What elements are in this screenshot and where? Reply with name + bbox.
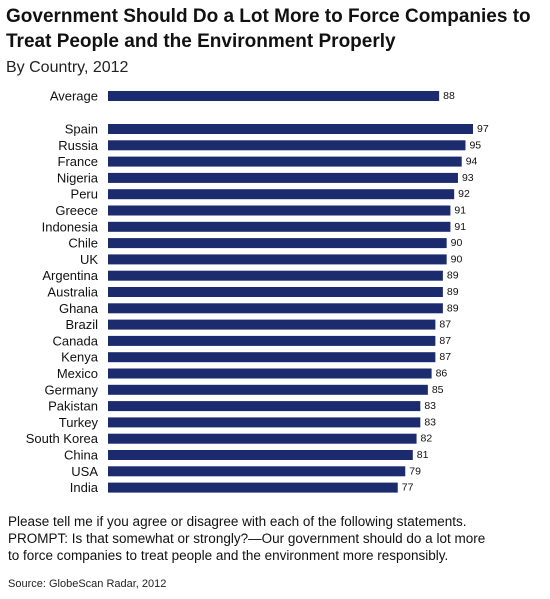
data-label: 95 [469, 139, 481, 151]
data-label: 87 [439, 319, 451, 331]
data-label: 82 [421, 433, 433, 445]
data-label: 81 [417, 449, 429, 461]
data-label: 93 [462, 172, 474, 184]
category-label: Argentina [42, 268, 98, 283]
footnote-line-2: PROMPT: Is that somewhat or strongly?—Ou… [8, 531, 486, 546]
bar [108, 368, 432, 379]
data-label: 83 [424, 416, 436, 428]
bar [108, 352, 436, 363]
category-label: Germany [45, 382, 99, 397]
category-label: Russia [58, 138, 99, 153]
bar [108, 140, 466, 151]
category-label: Spain [65, 122, 98, 137]
bar [108, 270, 443, 281]
bar [108, 254, 447, 265]
footnote-line-3: to force companies to treat people and t… [8, 548, 449, 563]
category-label: Turkey [59, 415, 99, 430]
category-label: Canada [52, 333, 98, 348]
bar [108, 319, 436, 330]
bar [108, 401, 421, 412]
category-label: Nigeria [57, 170, 99, 185]
data-label: 97 [477, 123, 489, 135]
chart-title: Government Should Do a Lot More to Force… [6, 6, 531, 52]
bar [108, 221, 451, 232]
source-note: Source: GlobeScan Radar, 2012 [8, 578, 167, 590]
bar [108, 303, 443, 314]
footnote-line-1: Please tell me if you agree or disagree … [8, 514, 467, 529]
bar [108, 335, 436, 346]
data-label: 87 [439, 351, 451, 363]
category-label: China [64, 448, 99, 463]
category-label: India [70, 480, 99, 495]
data-label: 89 [447, 302, 459, 314]
data-label: 91 [454, 221, 466, 233]
category-label: Peru [71, 187, 98, 202]
data-label: 88 [443, 90, 455, 102]
chart-subtitle: By Country, 2012 [6, 59, 129, 76]
data-label: 90 [451, 253, 463, 265]
bar [108, 124, 473, 134]
data-label: 94 [466, 156, 478, 168]
survey-question-note: Please tell me if you agree or disagree … [8, 513, 544, 564]
data-label: 85 [432, 384, 444, 396]
data-label: 83 [424, 400, 436, 412]
category-label: Indonesia [42, 219, 99, 234]
bar [108, 172, 458, 183]
data-label: 77 [402, 482, 414, 494]
category-label: Greece [55, 203, 98, 218]
data-label: 87 [439, 335, 451, 347]
bar [108, 482, 398, 493]
category-label: Australia [47, 285, 98, 300]
bar [108, 433, 417, 444]
category-label: Chile [68, 236, 98, 251]
bar [108, 466, 406, 477]
category-label: South Korea [26, 431, 99, 446]
bar [108, 156, 462, 167]
bar [108, 205, 451, 216]
category-label: UK [80, 252, 98, 267]
bar [108, 238, 447, 249]
bar [108, 287, 443, 297]
data-label: 89 [447, 270, 459, 282]
category-label: Mexico [57, 366, 98, 381]
category-label: Brazil [65, 317, 98, 332]
data-label: 91 [454, 205, 466, 217]
bar-chart: Average 88 Spain 97 Russia 95 France 94 Nigeria 9… [26, 89, 489, 496]
data-label: 89 [447, 286, 459, 298]
bar [108, 91, 440, 101]
category-label: Average [50, 89, 98, 104]
data-label: 92 [458, 188, 470, 200]
category-label: Kenya [61, 350, 99, 365]
bar [108, 384, 428, 395]
category-label: USA [71, 464, 98, 479]
bar [108, 189, 455, 200]
category-label: Ghana [59, 301, 99, 316]
category-label: Pakistan [48, 399, 98, 414]
data-label: 86 [436, 368, 448, 380]
data-label: 79 [409, 465, 421, 477]
category-label: France [58, 154, 98, 169]
bar [108, 450, 413, 460]
data-label: 90 [451, 237, 463, 249]
bar [108, 417, 421, 428]
